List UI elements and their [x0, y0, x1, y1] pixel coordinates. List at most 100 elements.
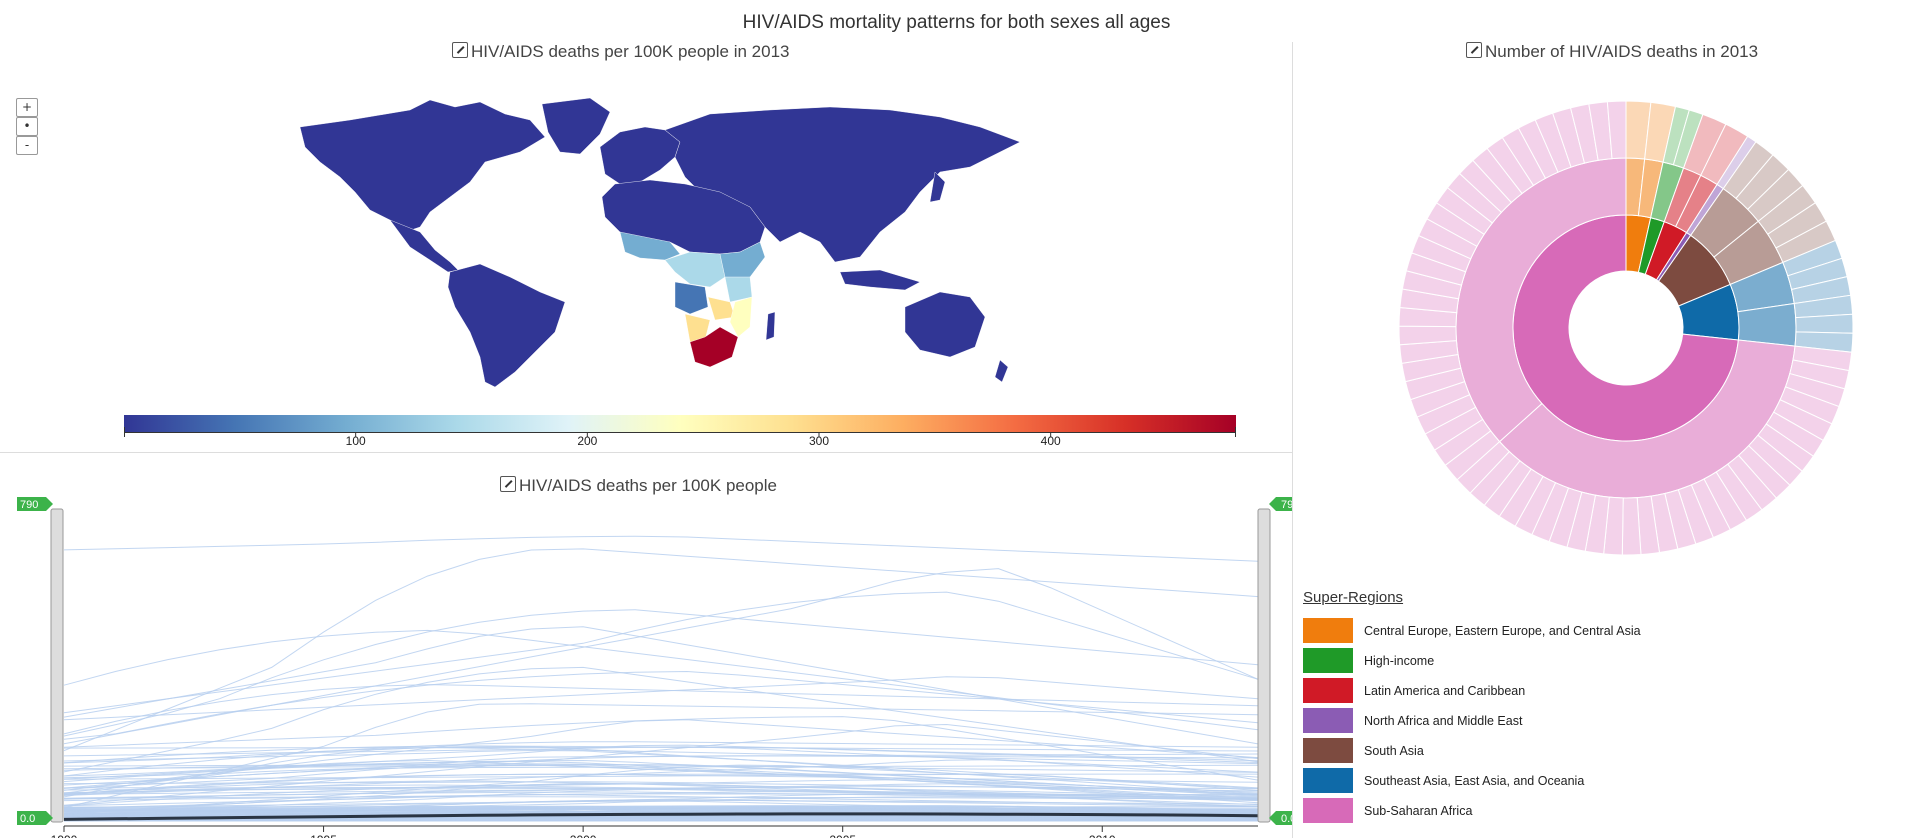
country-line	[63, 781, 1259, 792]
country-line	[63, 676, 1259, 721]
country-line	[63, 723, 1259, 806]
country-line	[63, 591, 1259, 714]
zoom-in-button[interactable]: +	[16, 98, 38, 117]
sunburst-country	[1621, 497, 1642, 556]
central-america-region	[389, 219, 459, 273]
country-line	[63, 568, 1259, 745]
country-line	[63, 773, 1259, 791]
sunburst-country	[1795, 313, 1854, 334]
colorbar: 100 200 300 400	[124, 415, 1236, 448]
legend-swatch	[1303, 678, 1353, 703]
sunburst-country	[1606, 100, 1627, 160]
australia-region	[904, 291, 986, 358]
x-tick-label: 2000	[570, 833, 597, 838]
country-line	[63, 782, 1259, 814]
legend-swatch	[1303, 768, 1353, 793]
expand-icon[interactable]	[1466, 42, 1482, 58]
colorbar-gradient	[124, 415, 1236, 432]
legend-label: Sub-Saharan Africa	[1364, 804, 1473, 818]
line-chart: 1990 1995 2000 2005 2010 790 790 0.0 0.0	[17, 497, 1292, 838]
legend-label: Latin America and Caribbean	[1364, 684, 1526, 698]
legend-swatch	[1303, 798, 1353, 823]
colorbar-tick-label: 400	[1041, 434, 1061, 448]
country-line	[63, 773, 1259, 794]
colorbar-svg: 100 200 300 400	[124, 415, 1236, 448]
x-tick-label: 2010	[1089, 833, 1116, 838]
legend-swatch	[1303, 648, 1353, 673]
madagascar-region	[765, 311, 776, 341]
country-line	[63, 783, 1259, 807]
map-title-text: HIV/AIDS deaths per 100K people in 2013	[471, 42, 790, 61]
country-line	[63, 745, 1259, 764]
country-line	[64, 805, 1259, 816]
south-africa-region	[689, 326, 739, 368]
slider-top-left-badge[interactable]: 790	[17, 497, 53, 511]
country-line	[63, 808, 1259, 819]
country-line	[63, 764, 1259, 793]
line-title-text: HIV/AIDS deaths per 100K people	[519, 476, 777, 495]
global-line	[63, 812, 1259, 821]
legend-label: High-income	[1364, 654, 1435, 668]
europe-region	[599, 126, 681, 185]
slider-bottom-left-label: 0.0	[20, 813, 35, 825]
country-line	[63, 684, 1259, 735]
country-line	[63, 783, 1259, 801]
country-line	[63, 535, 1259, 562]
legend-swatch	[1303, 618, 1353, 643]
legend-swatch	[1303, 708, 1353, 733]
mozambique-region	[729, 296, 753, 338]
north-america-region	[299, 99, 546, 233]
country-line	[63, 716, 1259, 781]
legend-label: Southeast Asia, East Asia, and Oceania	[1364, 774, 1585, 788]
sunburst-title-text: Number of HIV/AIDS deaths in 2013	[1485, 42, 1759, 61]
new-zealand-region	[994, 359, 1009, 383]
x-tick-label: 2005	[829, 833, 856, 838]
expand-icon[interactable]	[500, 476, 516, 492]
map-panel-title: HIV/AIDS deaths per 100K people in 2013	[452, 42, 790, 62]
country-line	[63, 745, 1259, 795]
colorbar-tick-label: 100	[346, 434, 366, 448]
country-line	[63, 788, 1259, 814]
legend-title: Super-Regions	[1303, 589, 1404, 606]
line-panel-title: HIV/AIDS deaths per 100K people	[500, 476, 777, 496]
south-america-region	[447, 263, 566, 388]
country-line	[63, 626, 1259, 745]
country-line	[63, 629, 1259, 731]
country-line	[63, 764, 1259, 796]
sunburst-chart[interactable]	[1396, 98, 1856, 558]
country-line	[63, 759, 1259, 796]
indonesia-region	[839, 269, 921, 291]
slider-bottom-right-label: 0.0	[1281, 813, 1292, 825]
colorbar-tick-label: 200	[577, 434, 597, 448]
expand-icon[interactable]	[452, 42, 468, 58]
right-range-slider[interactable]	[1257, 508, 1271, 823]
zoom-reset-button[interactable]: •	[16, 117, 38, 136]
country-line	[63, 764, 1259, 779]
colorbar-tick-label: 300	[809, 434, 829, 448]
x-tick-label: 1995	[310, 833, 337, 838]
country-line	[63, 703, 1259, 809]
japan-region	[929, 171, 946, 203]
sunburst-panel-title: Number of HIV/AIDS deaths in 2013	[1466, 42, 1758, 62]
zoom-out-button[interactable]: -	[16, 136, 38, 155]
slider-bottom-right-badge[interactable]: 0.0	[1269, 811, 1292, 825]
vertical-divider	[1292, 42, 1293, 838]
country-line	[63, 773, 1258, 796]
slider-top-left-label: 790	[20, 499, 38, 511]
x-tick-label: 1990	[51, 833, 78, 838]
slider-top-right-label: 790	[1281, 499, 1292, 511]
slider-top-right-badge[interactable]: 790	[1269, 497, 1292, 511]
country-line	[63, 609, 1259, 737]
country-line	[63, 548, 1259, 752]
country-line	[63, 818, 1258, 820]
page-title: HIV/AIDS mortality patterns for both sex…	[742, 12, 1171, 33]
left-range-slider[interactable]	[50, 508, 64, 823]
world-map[interactable]	[280, 92, 1040, 392]
country-line	[63, 818, 1259, 822]
central-africa-region	[664, 251, 726, 288]
legend-swatch	[1303, 738, 1353, 763]
horizontal-divider	[0, 452, 1292, 453]
country-line	[63, 666, 1259, 773]
legend-label: North Africa and Middle East	[1364, 714, 1523, 728]
slider-bottom-left-badge[interactable]: 0.0	[17, 811, 53, 825]
